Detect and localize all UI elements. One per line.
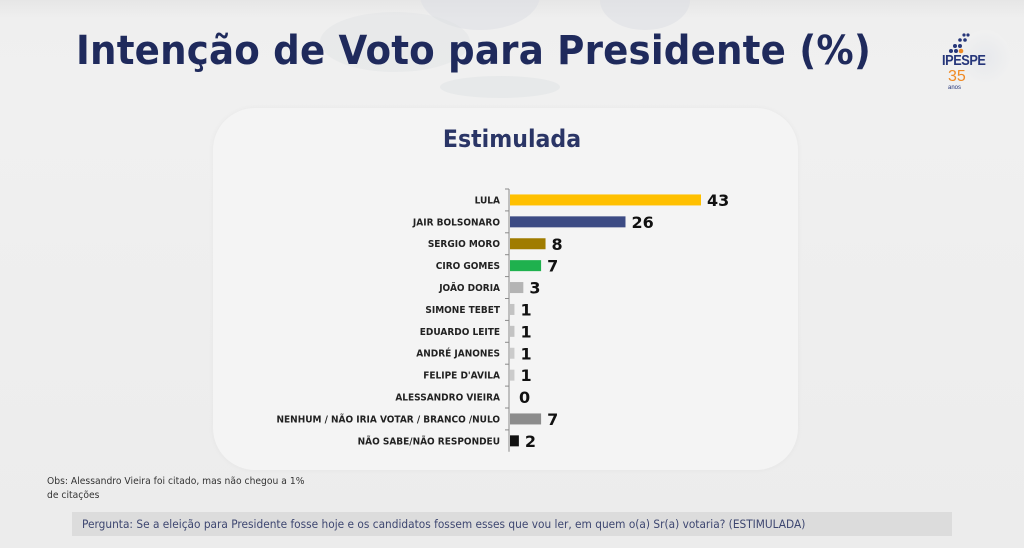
category-label: FELIPE D'AVILA <box>423 370 500 382</box>
bar <box>510 435 519 447</box>
logo-suffix: anos <box>948 85 962 91</box>
chart-panel <box>213 108 798 470</box>
background-decoration <box>440 76 560 98</box>
category-label: SIMONE TEBET <box>425 305 500 317</box>
data-label: 1 <box>520 300 531 319</box>
data-label: 7 <box>547 257 558 276</box>
data-label: 1 <box>520 344 531 363</box>
bar <box>510 194 701 206</box>
data-label: 0 <box>519 388 530 407</box>
bar <box>510 347 515 359</box>
category-label: NÃO SABE/NÃO RESPONDEU <box>358 436 500 448</box>
bar <box>510 282 524 294</box>
ipespe-logo: IPESPE 35 anos <box>938 30 1010 96</box>
chart-subtitle: Estimulada <box>442 125 582 153</box>
bar <box>510 260 542 272</box>
data-label: 1 <box>520 322 531 341</box>
data-label: 26 <box>631 213 653 232</box>
category-label: JOÃO DORIA <box>438 283 500 295</box>
page-title: Intenção de Voto para Presidente (%) <box>76 28 872 74</box>
bar <box>510 303 515 315</box>
bar <box>510 413 542 425</box>
question-text: Pergunta: Se a eleição para Presidente f… <box>82 517 806 531</box>
data-label: 2 <box>525 432 536 451</box>
bar <box>510 369 515 381</box>
bar <box>510 238 546 250</box>
bar <box>510 216 626 228</box>
data-label: 8 <box>552 235 563 254</box>
question-bar: Pergunta: Se a eleição para Presidente f… <box>72 512 952 536</box>
data-label: 3 <box>529 279 540 298</box>
globe-icon <box>960 30 1010 86</box>
data-label: 1 <box>520 366 531 385</box>
data-label: 43 <box>707 191 729 210</box>
dots-icon <box>949 33 970 54</box>
category-label: ALESSANDRO VIEIRA <box>395 392 500 404</box>
observation-note: Obs: Alessandro Vieira foi citado, mas n… <box>47 476 305 501</box>
category-label: ANDRÉ JANONES <box>416 347 500 360</box>
data-label: 7 <box>547 410 558 429</box>
category-label: SERGIO MORO <box>428 239 500 251</box>
logo-years: 35 <box>948 68 966 85</box>
category-label: JAIR BOLSONARO <box>412 217 500 229</box>
background-decoration <box>320 12 470 72</box>
category-label: NENHUM / NÃO IRIA VOTAR / BRANCO /NULO <box>277 414 500 426</box>
category-label: EDUARDO LEITE <box>420 326 500 338</box>
logo-name: IPESPE <box>942 52 986 69</box>
bar <box>510 325 515 337</box>
category-label: CIRO GOMES <box>436 261 500 273</box>
category-label: LULA <box>475 195 501 207</box>
